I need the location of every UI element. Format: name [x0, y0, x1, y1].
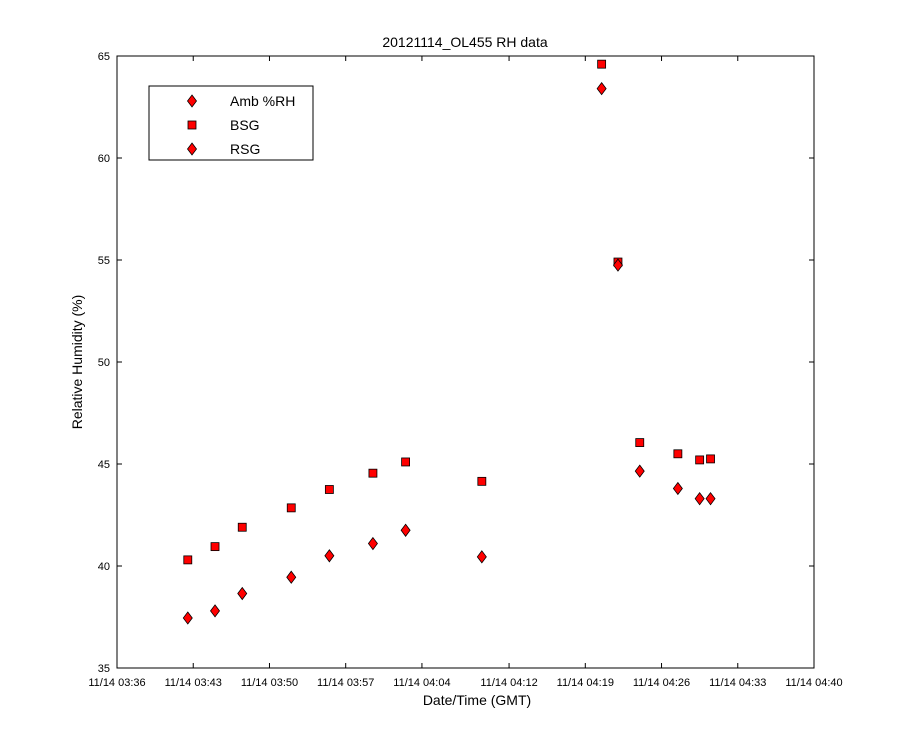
bsg-point [210, 542, 220, 552]
x-tick-label: 11/14 04:33 [709, 677, 766, 689]
rsg-point [324, 549, 335, 563]
x-tick-label: 11/14 03:43 [165, 677, 222, 689]
rsg-point [476, 550, 487, 564]
bsg-point [477, 476, 487, 486]
y-tick-label: 50 [98, 357, 110, 369]
bsg-point [635, 438, 645, 447]
bsg-point [706, 454, 715, 464]
rsg-point [400, 523, 411, 537]
x-tick-label: 11/14 04:40 [785, 677, 842, 689]
bsg-point [183, 555, 193, 565]
legend-marker-rsg [187, 142, 197, 156]
legend-box [148, 85, 314, 161]
rsg-point [210, 604, 221, 618]
x-tick-label: 11/14 04:19 [557, 677, 614, 689]
x-axis-title: Date/Time (GMT) [423, 692, 531, 708]
bsg-point [673, 449, 683, 459]
y-tick-label: 40 [98, 561, 110, 573]
rsg-point [237, 586, 248, 601]
legend-marker-amb-rh [187, 94, 197, 108]
bsg-point [237, 522, 247, 532]
x-tick-label: 11/14 03:57 [317, 677, 374, 689]
bsg-point [286, 503, 296, 513]
chart-title: 20121114_OL455 RH data [382, 34, 547, 50]
bsg-point [401, 457, 411, 467]
rsg-point [672, 481, 683, 496]
rsg-point [286, 570, 297, 584]
legend: Amb %RH BSG RSG [148, 85, 314, 161]
legend-label-amb-rh: Amb %RH [230, 93, 295, 109]
x-tick-label: 11/14 04:12 [480, 677, 537, 689]
y-tick-label: 65 [98, 51, 110, 63]
x-tick-label: 11/14 03:36 [88, 677, 145, 689]
legend-marker-bsg [187, 120, 197, 130]
rsg-point [596, 81, 607, 96]
bsg-point [368, 468, 378, 478]
data-markers [182, 59, 716, 625]
x-tick-label: 11/14 04:04 [393, 677, 450, 689]
rsg-point [367, 536, 378, 551]
bsg-point [324, 485, 334, 494]
rsg-point [182, 611, 193, 625]
y-axis-title: Relative Humidity (%) [69, 295, 85, 430]
legend-label-bsg: BSG [230, 117, 260, 133]
y-tick-label: 60 [98, 153, 110, 165]
legend-label-rsg: RSG [230, 141, 260, 157]
rsg-point [612, 258, 623, 272]
bsg-point [695, 455, 705, 465]
rsg-point [694, 492, 705, 506]
rsg-point [634, 464, 645, 478]
rsg-point [705, 492, 716, 506]
y-tick-label: 35 [98, 663, 110, 675]
y-tick-label: 45 [98, 459, 110, 471]
axis-ticks: 35 40 45 50 55 60 65 11/14 03:36 11/14 03:43 11/1… [88, 51, 842, 689]
x-tick-label: 11/14 03:50 [241, 677, 298, 689]
x-tick-label: 11/14 04:26 [633, 677, 690, 689]
bsg-point [597, 59, 607, 69]
y-tick-label: 55 [98, 255, 110, 267]
